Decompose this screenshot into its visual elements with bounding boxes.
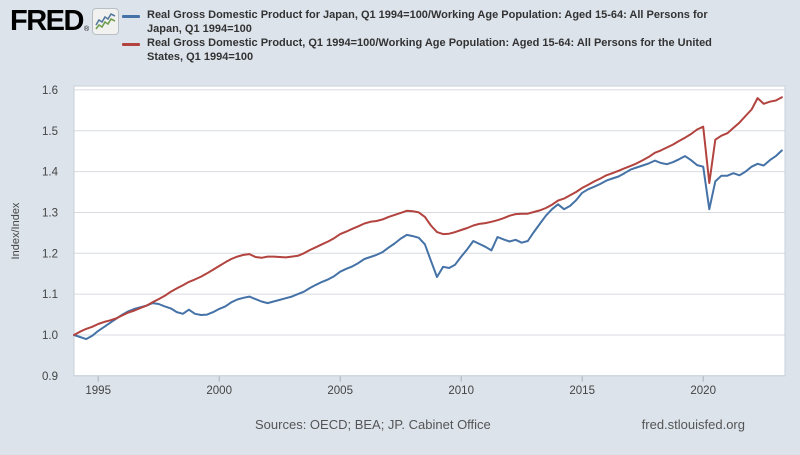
registered-trademark-mark: ® <box>83 26 90 33</box>
legend-entry-us: Real Gross Domestic Product, Q1 1994=100… <box>122 37 790 64</box>
legend-marker-japan-line <box>122 15 140 18</box>
legend-marker-us-line <box>122 43 140 46</box>
chart-legend: Real Gross Domestic Product for Japan, Q… <box>122 9 790 65</box>
sources-note: Sources: OECD; BEA; JP. Cabinet Office <box>255 417 491 432</box>
x-tick-label: 2010 <box>448 385 474 397</box>
japan-gdp-line <box>73 149 783 341</box>
legend-label-us-line2: States, Q1 1994=100 <box>147 50 254 63</box>
y-tick-label: 1.6 <box>42 85 58 97</box>
y-axis-title: Index/Index <box>10 202 22 260</box>
y-tick-label: 1.1 <box>42 289 58 301</box>
x-tick-label: 2000 <box>206 385 232 397</box>
x-tick-label: 2015 <box>569 385 595 397</box>
fred-sparkline-icon <box>92 7 120 35</box>
x-tick-label: 2005 <box>327 385 353 397</box>
y-tick-label: 1.3 <box>42 207 58 219</box>
legend-label-japan-line2: Japan, Q1 1994=100 <box>147 22 252 35</box>
legend-label-japan-line1: Real Gross Domestic Product for Japan, Q… <box>147 9 708 21</box>
y-tick-label: 1.2 <box>42 248 58 260</box>
y-tick-label: 1.4 <box>42 167 59 179</box>
fred-logo-text: FRED <box>10 5 84 37</box>
fred-logo[interactable]: FRED ® <box>10 5 120 37</box>
fred-site-link[interactable]: fred.stlouisfed.org <box>641 417 745 432</box>
us-gdp-line <box>73 96 783 336</box>
legend-label-japan: Real Gross Domestic Product for Japan, Q… <box>147 9 708 36</box>
y-tick-label: 1.5 <box>42 126 58 138</box>
legend-label-us-line1: Real Gross Domestic Product, Q1 1994=100… <box>147 37 712 49</box>
plot-border <box>73 85 786 377</box>
legend-label-us: Real Gross Domestic Product, Q1 1994=100… <box>147 37 712 64</box>
plot-area[interactable] <box>74 86 785 376</box>
legend-entry-japan: Real Gross Domestic Product for Japan, Q… <box>122 9 790 36</box>
x-tick-label: 2020 <box>690 385 716 397</box>
y-tick-label: 1.0 <box>42 330 58 342</box>
y-tick-label: 0.9 <box>42 371 58 383</box>
x-tick-label: 1995 <box>85 385 111 397</box>
